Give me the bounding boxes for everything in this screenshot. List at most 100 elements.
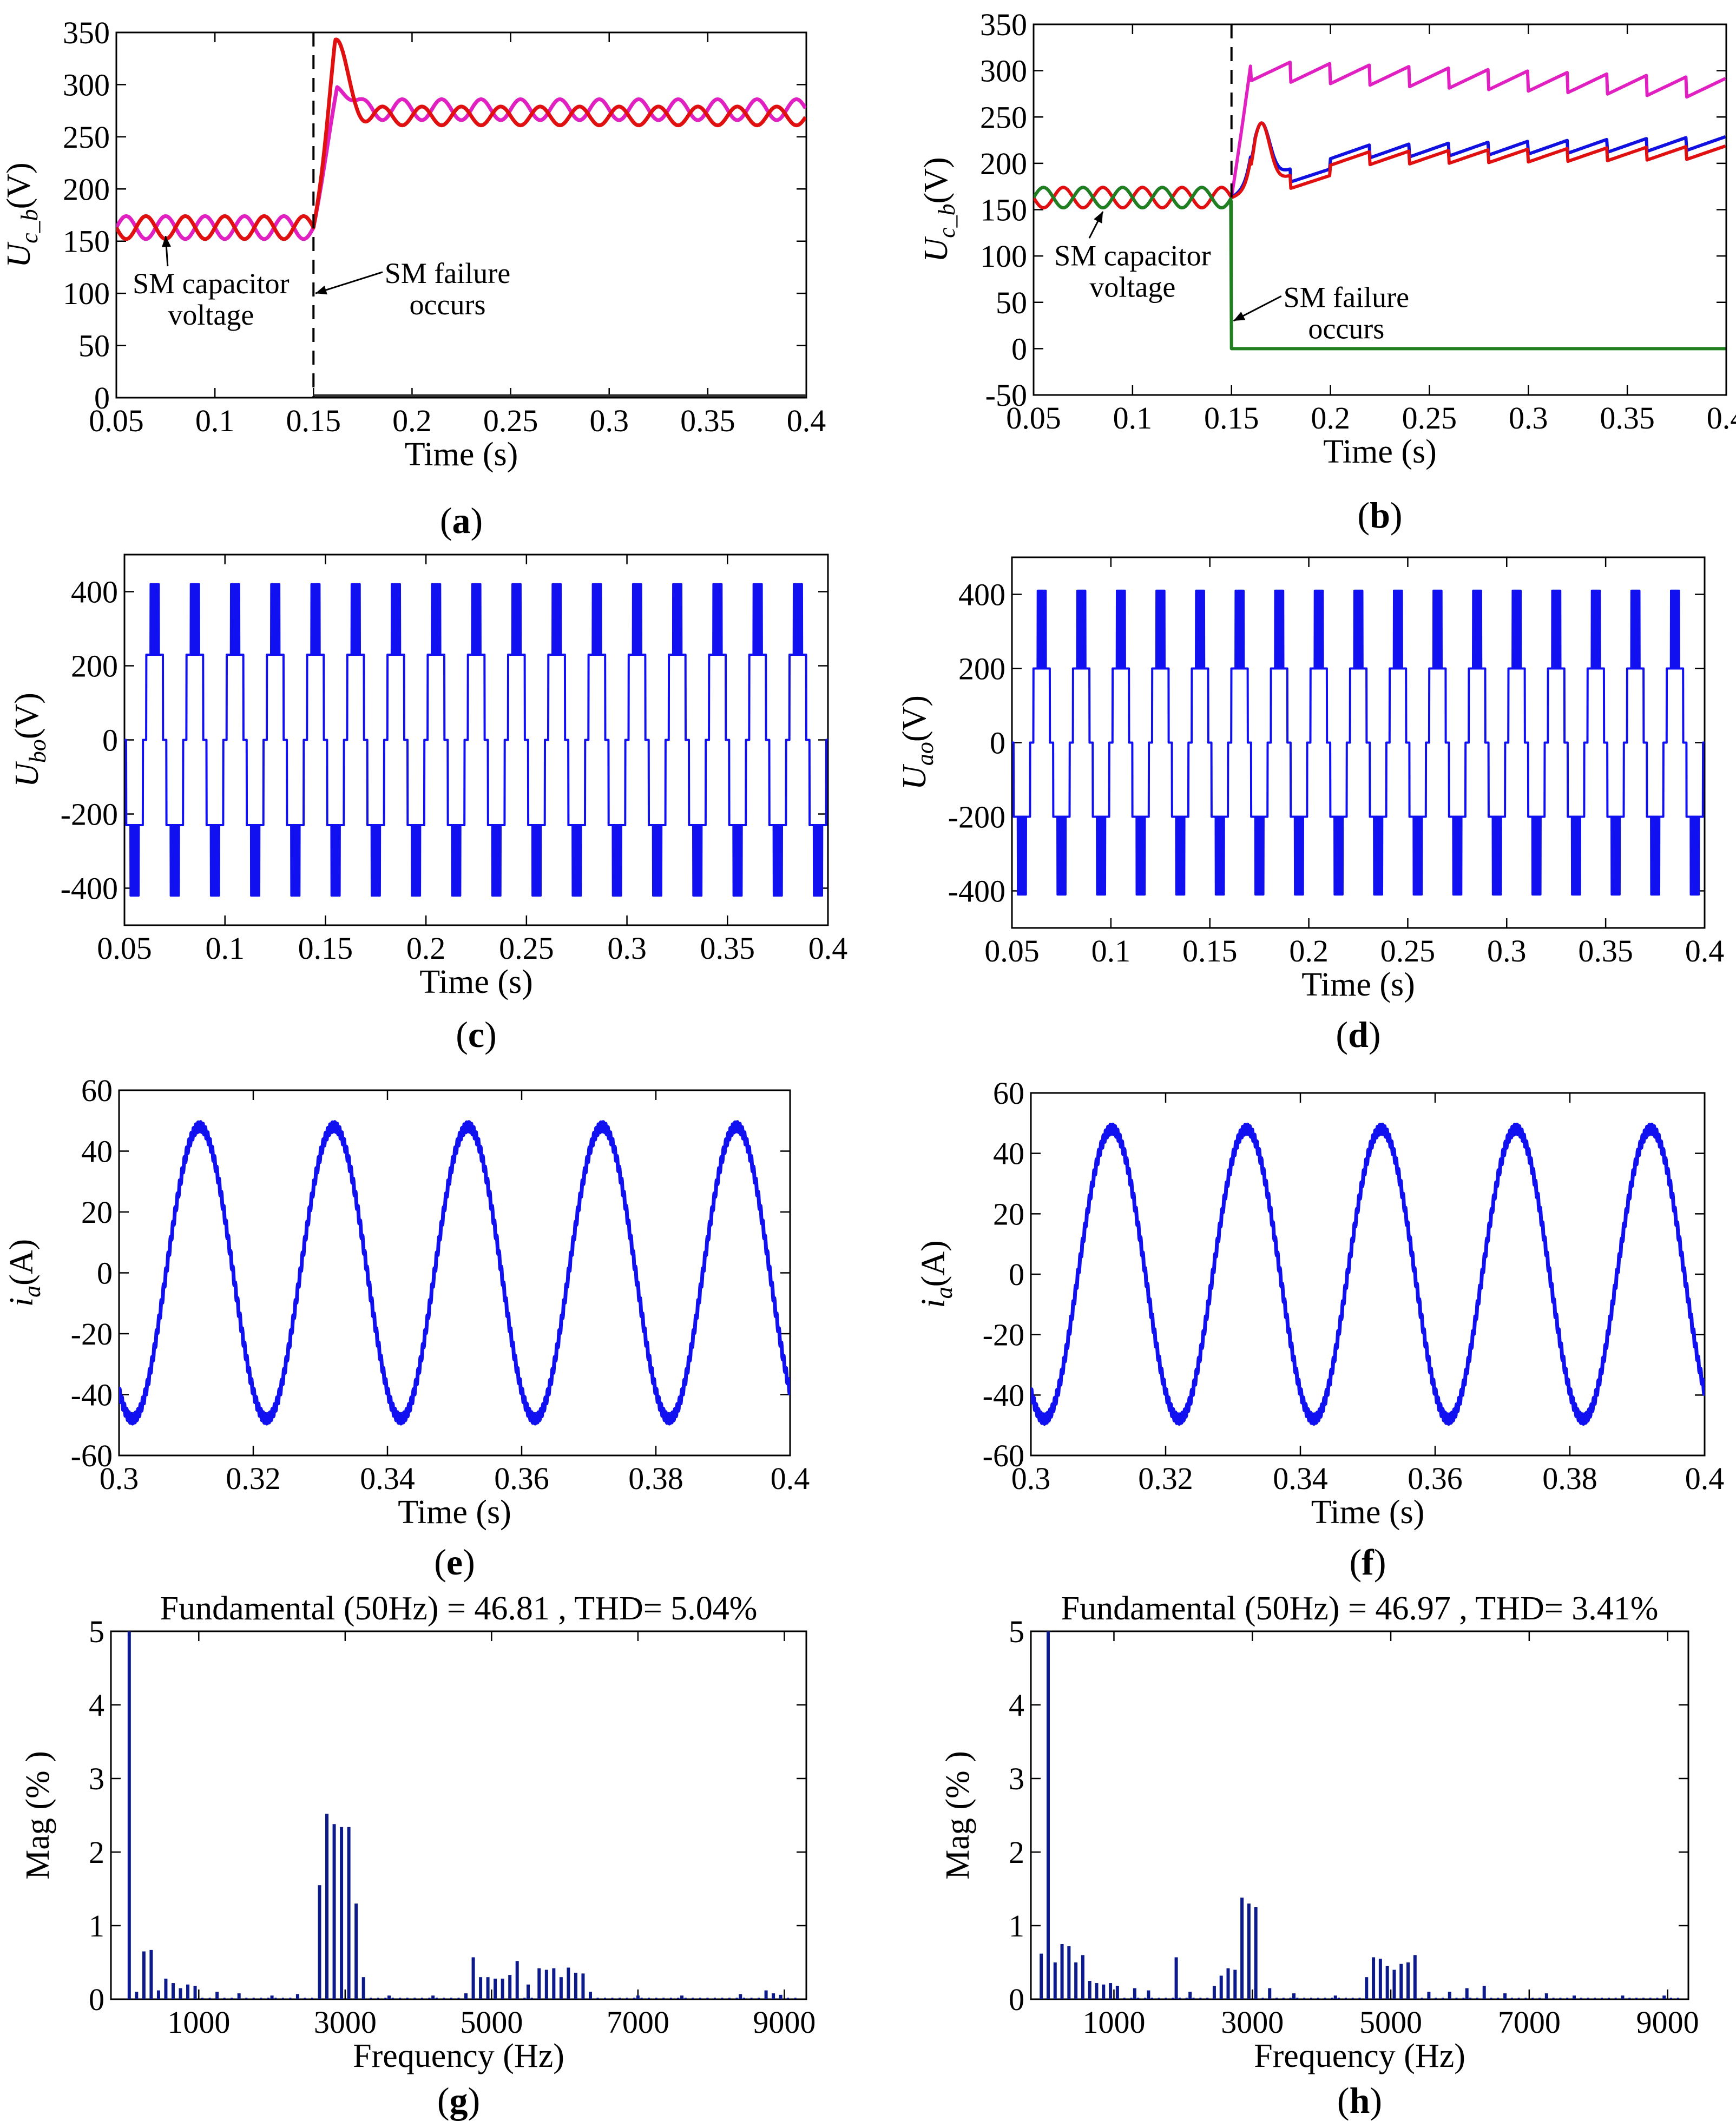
harmonic-bar: [215, 1992, 219, 1999]
y-tick-label: 100: [63, 276, 110, 311]
harmonic-bar: [127, 1631, 131, 1999]
harmonic-bar: [1372, 1957, 1376, 1999]
harmonic-bar: [1095, 1983, 1099, 1999]
annotation-text: SM capacitor: [1054, 239, 1211, 272]
y-axis-label: Mag (% ): [19, 1751, 56, 1880]
harmonic-bar: [325, 1814, 329, 1999]
x-tick-label: 7000: [607, 2005, 669, 2040]
x-tick-label: 0.4: [808, 931, 848, 966]
harmonic-bar: [354, 1903, 358, 1999]
harmonic-bar: [515, 1961, 519, 1999]
harmonic-bar: [1392, 1969, 1396, 1999]
x-tick-label: 0.4: [1707, 400, 1736, 436]
harmonic-bar: [318, 1885, 321, 1999]
harmonic-bar: [574, 1973, 577, 1999]
y-tick-label: -400: [948, 874, 1005, 909]
x-tick-label: 0.32: [1138, 1461, 1193, 1496]
x-tick-label: 0.2: [406, 931, 446, 966]
y-axis-label-main: U: [896, 763, 933, 790]
panel-caption: (g): [437, 2080, 480, 2121]
x-tick-label: 0.32: [226, 1461, 281, 1496]
annotation-text: SM failure: [385, 257, 510, 289]
y-axis-label-sub: a: [931, 1287, 957, 1299]
x-tick-label: 0.1: [1091, 933, 1131, 969]
annotation-arrowhead: [1233, 312, 1246, 321]
x-tick-label: 0.3: [607, 931, 647, 966]
harmonic-bar: [1212, 1986, 1216, 1999]
harmonic-bar: [1406, 1962, 1410, 1999]
series-line: [1034, 60, 1726, 209]
y-tick-label: 60: [993, 1076, 1024, 1111]
y-tick-label: 350: [63, 15, 110, 50]
panel-h: 1000 3000 5000 7000 9000 0 1 2 3 4 5 Frequency (Hz)…: [939, 1590, 1699, 2121]
harmonic-bar: [1365, 1977, 1369, 1999]
harmonic-bar: [772, 1993, 775, 1999]
x-tick-label: 0.35: [700, 931, 755, 966]
x-tick-label: 0.34: [1273, 1461, 1328, 1496]
y-tick-label: 400: [71, 575, 118, 610]
panel-caption: (c): [456, 1014, 497, 1055]
harmonic-bar: [1378, 1959, 1382, 1999]
y-tick-label: 0: [1009, 1982, 1024, 2017]
x-axis-label: Frequency (Hz): [1254, 2038, 1465, 2074]
y-axis-label-unit: (A): [915, 1240, 952, 1287]
panel-g: 1000 3000 5000 7000 9000 0 1 2 3 4 5 Frequency (Hz)…: [19, 1590, 816, 2121]
harmonic-bar: [1482, 1986, 1486, 1999]
x-tick-label: 0.4: [787, 403, 826, 438]
harmonic-bar: [1268, 1988, 1272, 1999]
harmonic-bar: [164, 1978, 168, 1999]
x-tick-label: 0.1: [195, 403, 235, 438]
harmonic-bar: [361, 1977, 365, 1999]
series-line: [124, 583, 828, 897]
y-tick-label: 2: [1009, 1835, 1024, 1870]
harmonic-bar: [1503, 1993, 1507, 1999]
x-tick-label: 5000: [460, 2005, 523, 2040]
y-tick-label: 5: [89, 1614, 104, 1649]
x-tick-label: 0.2: [1311, 400, 1350, 436]
annotation-text: SM failure: [1284, 281, 1409, 313]
annotation-text: voltage: [168, 299, 254, 331]
y-tick-label: 0: [990, 726, 1005, 761]
x-tick-label: 0.15: [1182, 933, 1238, 969]
harmonic-bar: [501, 1978, 504, 1999]
harmonic-bar: [1115, 1986, 1119, 1999]
annotation-text: occurs: [410, 288, 486, 321]
y-axis-label-sub: c_b: [933, 203, 960, 238]
harmonic-bar: [479, 1977, 483, 1999]
y-tick-label: 40: [81, 1134, 113, 1169]
series-line: [1034, 121, 1726, 209]
harmonic-bar: [680, 1995, 684, 1999]
panel-letter: g: [450, 2080, 468, 2121]
x-tick-label: 9000: [753, 2005, 816, 2040]
harmonic-bar: [1292, 1993, 1296, 1999]
harmonic-bar: [431, 1995, 435, 1999]
x-tick-label: 3000: [1221, 2005, 1284, 2040]
harmonic-bar: [779, 1994, 782, 1999]
x-tick-label: 0.38: [628, 1461, 683, 1496]
harmonic-bar: [1102, 1984, 1106, 1999]
harmonic-bar: [1109, 1983, 1113, 1999]
harmonic-bar: [764, 1990, 768, 1999]
harmonic-bar: [1662, 1995, 1666, 1999]
harmonic-bar: [739, 1994, 742, 1999]
x-tick-label: 7000: [1498, 2005, 1561, 2040]
y-axis-label-unit: (V): [896, 695, 933, 742]
harmonic-bar: [1067, 1946, 1071, 1999]
harmonic-bar: [527, 1984, 530, 1999]
x-tick-label: 0.1: [1113, 400, 1153, 436]
plot-title: Fundamental (50Hz) = 46.81 , THD= 5.04%: [160, 1590, 758, 1627]
harmonic-bar: [1254, 1907, 1258, 1999]
y-tick-label: -200: [61, 797, 118, 832]
y-axis-label: Uc_b(V): [1, 162, 43, 267]
x-tick-label: 0.2: [392, 403, 432, 438]
harmonic-bar: [156, 1990, 160, 1999]
y-axis-label-sub: c_b: [16, 209, 43, 243]
harmonic-bar: [636, 1995, 640, 1999]
harmonic-bar: [1413, 1955, 1417, 1999]
y-tick-label: 200: [980, 146, 1027, 181]
harmonic-bar: [1040, 1953, 1043, 1999]
y-tick-label: 0: [89, 1982, 104, 2017]
panel-caption: (b): [1357, 495, 1402, 536]
harmonic-bar: [486, 1977, 490, 1999]
harmonic-bar: [332, 1824, 336, 1999]
